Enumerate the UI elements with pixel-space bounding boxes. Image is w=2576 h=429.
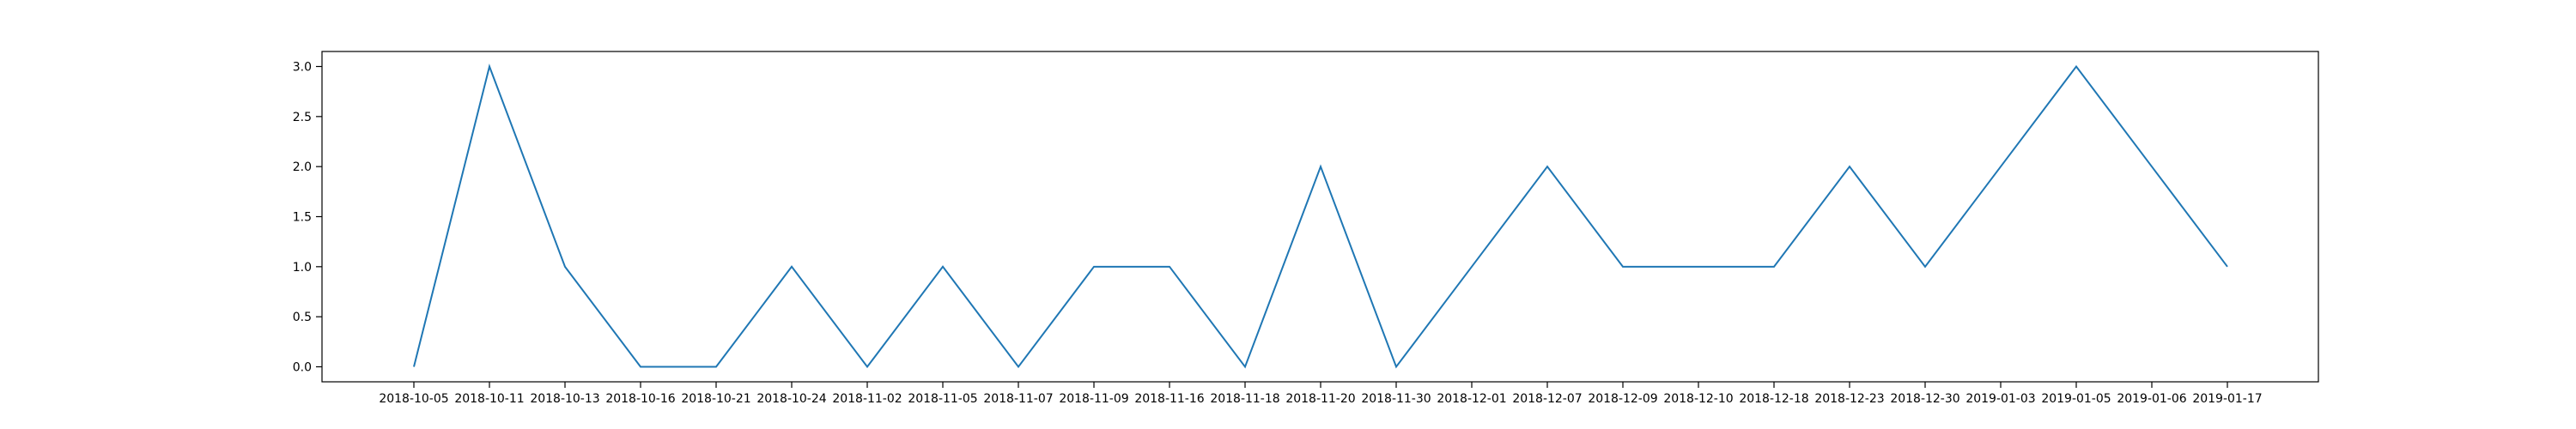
x-tick-label: 2018-12-30: [1890, 392, 1959, 406]
x-tick-label: 2018-10-24: [756, 392, 826, 406]
x-tick-label: 2018-12-23: [1814, 392, 1884, 406]
y-tick-label: 0.0: [293, 361, 312, 375]
y-tick-label: 3.0: [293, 61, 312, 75]
y-tick-label: 1.5: [293, 211, 312, 225]
x-tick-label: 2018-12-07: [1512, 392, 1582, 406]
x-tick-label: 2018-10-16: [605, 392, 675, 406]
series-line: [413, 63, 2228, 369]
x-tick-label: 2018-10-05: [379, 392, 448, 406]
x-tick-label: 2018-11-02: [832, 392, 902, 406]
x-tick-label: 2018-11-18: [1210, 392, 1279, 406]
x-tick-label: 2019-01-05: [2041, 392, 2111, 406]
x-tick-label: 2018-11-07: [983, 392, 1053, 406]
x-tick-label: 2018-10-21: [681, 392, 750, 406]
x-tick-label: 2019-01-03: [1965, 392, 2035, 406]
y-tick-label: 0.5: [293, 311, 312, 324]
x-tick-label: 2018-12-10: [1663, 392, 1733, 406]
plot-area: [413, 63, 2228, 369]
x-tick-label: 2018-11-20: [1285, 392, 1355, 406]
x-tick-label: 2018-12-18: [1739, 392, 1808, 406]
x-tick-label: 2019-01-17: [2192, 392, 2262, 406]
plot-frame: [321, 51, 2319, 383]
x-tick-label: 2018-11-09: [1059, 392, 1128, 406]
y-axis: 0.0 0.5 1.0 1.5 2.0 2.5 3.0: [293, 61, 322, 375]
x-tick-label: 2018-10-11: [454, 392, 524, 406]
x-tick-label: 2018-12-09: [1588, 392, 1657, 406]
x-tick-label: 2018-11-05: [908, 392, 977, 406]
x-tick-label: 2018-10-13: [530, 392, 599, 406]
y-tick-label: 2.0: [293, 160, 312, 174]
y-tick-label: 1.0: [293, 261, 312, 275]
x-tick-label: 2018-11-30: [1361, 392, 1431, 406]
x-axis: 2018-10-05 2018-10-11 2018-10-13 2018-10-16…: [379, 382, 2263, 406]
x-tick-label: 2018-12-01: [1437, 392, 1506, 406]
y-tick-label: 2.5: [293, 111, 312, 124]
x-tick-label: 2019-01-06: [2117, 392, 2186, 406]
x-tick-label: 2018-11-16: [1134, 392, 1204, 406]
